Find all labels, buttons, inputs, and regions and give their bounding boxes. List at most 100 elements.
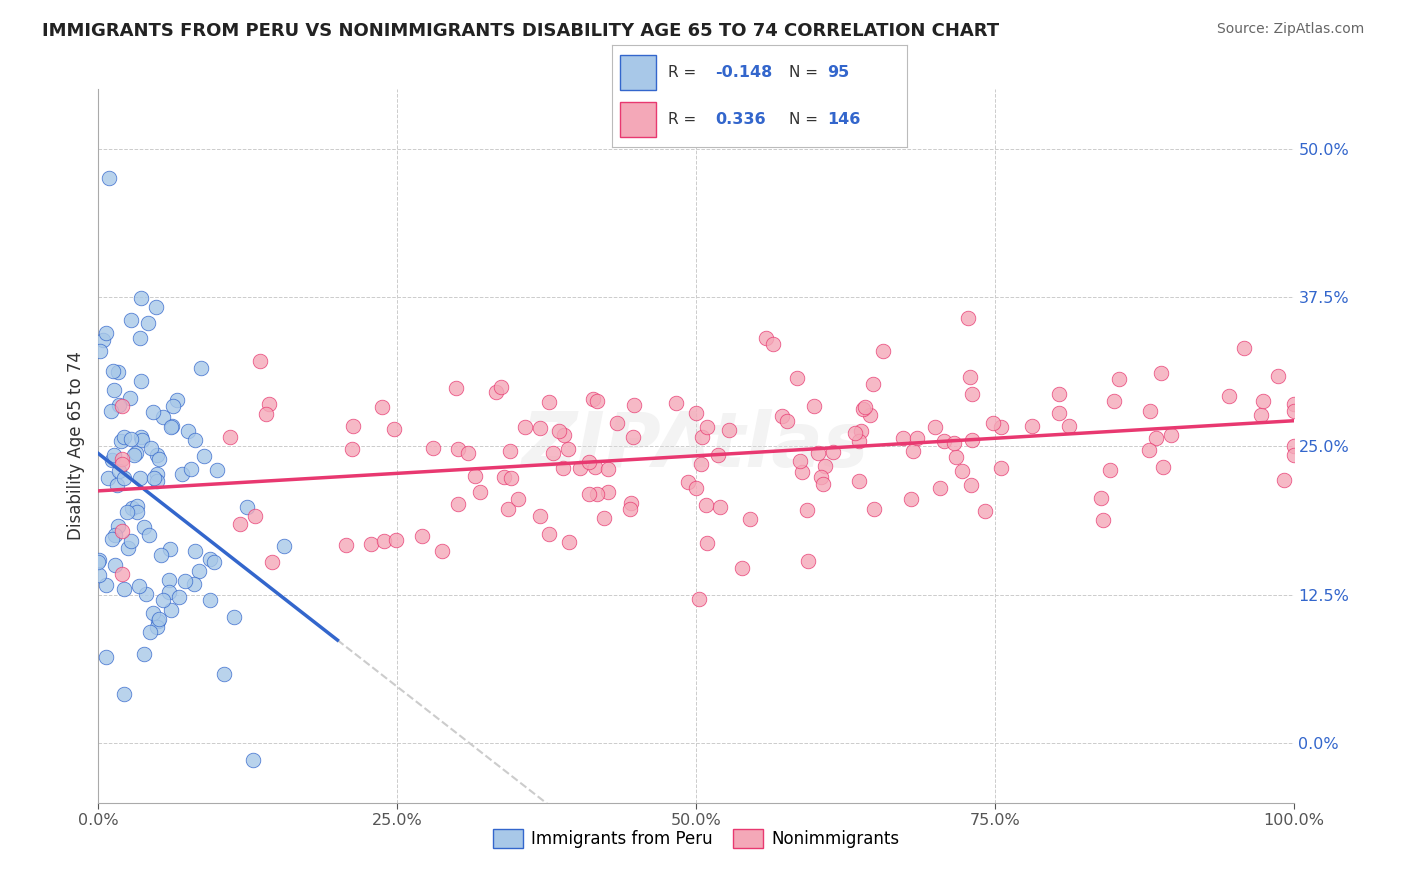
Point xyxy=(159,420,181,434)
Point xyxy=(498,501,520,516)
Point xyxy=(1047,406,1070,420)
Point xyxy=(152,593,174,607)
Point xyxy=(132,647,155,661)
Point xyxy=(104,558,127,573)
Point xyxy=(91,333,114,347)
Point xyxy=(129,374,152,388)
Point xyxy=(101,532,124,546)
Point xyxy=(1282,448,1305,462)
Point xyxy=(990,461,1012,475)
Point xyxy=(145,467,167,481)
Point xyxy=(111,567,134,582)
Point xyxy=(146,614,169,628)
Point xyxy=(157,585,180,599)
Point xyxy=(125,505,148,519)
Point xyxy=(903,443,925,458)
Point xyxy=(129,430,152,444)
Point xyxy=(94,326,117,340)
Point xyxy=(112,471,135,485)
Point xyxy=(813,477,835,491)
Text: N =: N = xyxy=(789,65,823,79)
Point xyxy=(142,405,165,419)
Point xyxy=(810,470,832,484)
Text: 95: 95 xyxy=(827,65,849,79)
Point xyxy=(1282,439,1305,453)
Point xyxy=(360,537,382,551)
Point xyxy=(136,316,159,330)
Point xyxy=(447,496,470,510)
Point xyxy=(254,408,277,422)
Point xyxy=(499,444,522,458)
Point xyxy=(122,448,145,462)
Point xyxy=(762,337,785,351)
Point xyxy=(1090,491,1112,505)
Point xyxy=(848,475,870,489)
Point xyxy=(146,474,169,488)
Point xyxy=(218,430,240,444)
Point xyxy=(129,331,152,345)
Point xyxy=(110,434,132,449)
Point xyxy=(1144,431,1167,445)
Point xyxy=(529,509,551,524)
Point xyxy=(157,573,180,587)
Point xyxy=(173,574,195,589)
Point xyxy=(148,612,170,626)
Point xyxy=(863,502,886,516)
Point xyxy=(160,603,183,617)
Point xyxy=(956,311,979,326)
Point xyxy=(934,434,956,448)
Point xyxy=(373,534,395,549)
Point xyxy=(214,666,236,681)
Point xyxy=(981,416,1004,430)
Point xyxy=(943,436,966,450)
Point xyxy=(446,381,468,395)
Point xyxy=(180,462,202,476)
Point xyxy=(688,591,710,606)
Point xyxy=(1059,419,1081,434)
Point xyxy=(145,300,167,314)
Point xyxy=(893,431,915,445)
Point xyxy=(243,509,266,524)
Point xyxy=(619,502,641,516)
Point xyxy=(120,313,142,327)
Point xyxy=(690,430,713,444)
Point xyxy=(553,428,575,442)
Point xyxy=(236,500,259,514)
Point xyxy=(707,448,730,462)
Point xyxy=(222,610,245,624)
Point xyxy=(1104,394,1126,409)
Point xyxy=(796,554,818,568)
Point xyxy=(548,424,571,438)
Point xyxy=(162,399,184,413)
Point xyxy=(205,463,228,477)
Point xyxy=(990,419,1012,434)
Point xyxy=(494,470,516,484)
Point xyxy=(1272,473,1295,487)
Point xyxy=(112,687,135,701)
Point xyxy=(537,527,560,541)
Point xyxy=(499,471,522,485)
Point xyxy=(558,534,581,549)
Text: N =: N = xyxy=(789,112,823,127)
Point xyxy=(457,446,479,460)
Point xyxy=(129,471,152,485)
Point xyxy=(150,548,173,562)
Point xyxy=(87,553,110,567)
Point xyxy=(125,500,148,514)
Point xyxy=(176,424,198,438)
Point xyxy=(447,442,470,456)
Point xyxy=(89,344,111,359)
Point xyxy=(87,567,110,582)
Point xyxy=(900,491,922,506)
Point xyxy=(718,423,741,437)
Point xyxy=(97,171,120,186)
Point xyxy=(112,429,135,443)
Point xyxy=(202,555,225,569)
Point xyxy=(97,471,120,485)
Point xyxy=(529,420,551,434)
Point xyxy=(138,625,160,640)
Point xyxy=(578,487,600,501)
Point xyxy=(167,590,190,604)
Point xyxy=(371,400,394,414)
Text: R =: R = xyxy=(668,65,700,79)
